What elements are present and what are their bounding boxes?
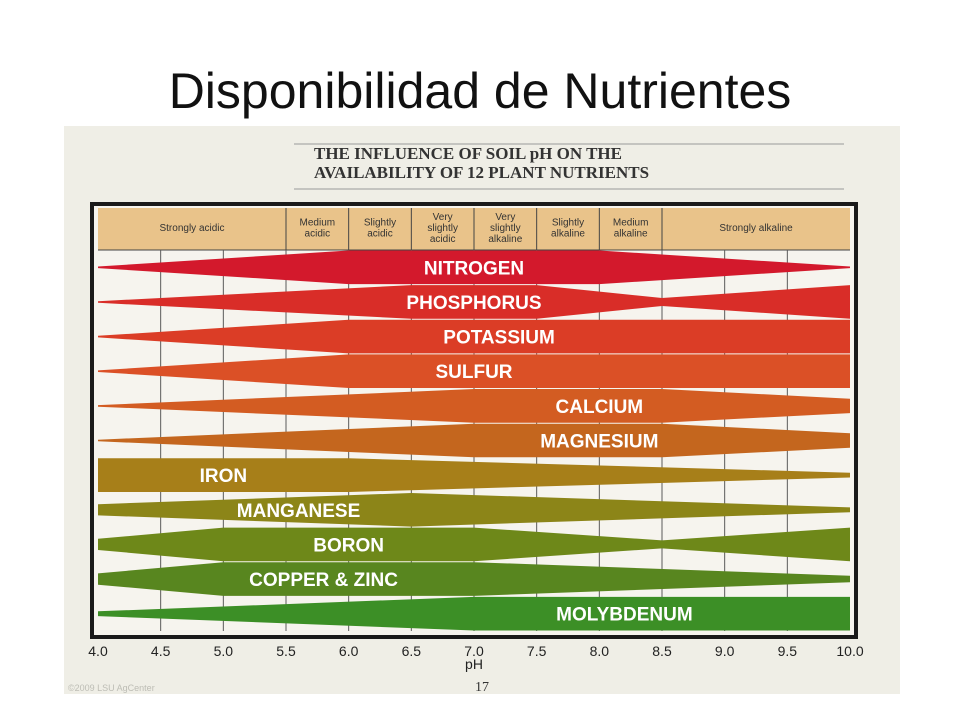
nutrient-label: IRON [200, 466, 248, 487]
nutrient-band [98, 423, 850, 458]
nutrient-label: POTASSIUM [443, 328, 555, 349]
zone-label: Strongly alkaline [719, 223, 793, 234]
zone-label: alkaline [488, 234, 522, 245]
nutrient-label: NITROGEN [424, 258, 524, 279]
zone-label: Slightly [364, 218, 396, 229]
zone-label: slightly [427, 223, 458, 234]
zone-label: Very [495, 212, 515, 223]
x-tick-label: 6.0 [339, 643, 359, 659]
nutrient-label: MAGNESIUM [540, 432, 658, 453]
nutrient-band [98, 389, 850, 423]
zone-label: acidic [305, 229, 331, 240]
x-tick-label: 7.0 [464, 643, 484, 659]
zone-label: alkaline [614, 229, 648, 240]
nutrient-band [98, 354, 850, 388]
credit-text: ©2009 LSU AgCenter [68, 683, 155, 693]
zone-label: acidic [430, 234, 456, 245]
nutrient-band [98, 562, 850, 596]
zone-label: slightly [490, 223, 521, 234]
nutrient-label: PHOSPHORUS [406, 293, 541, 314]
nutrient-availability-chart: THE INFLUENCE OF SOIL pH ON THEAVAILABIL… [68, 143, 864, 694]
zone-label: Strongly acidic [159, 223, 224, 234]
zone-label: Medium [613, 218, 649, 229]
nutrient-label: COPPER & ZINC [249, 570, 398, 591]
x-tick-label: 4.5 [151, 643, 171, 659]
zone-label: Very [433, 212, 453, 223]
nutrient-band [98, 493, 850, 527]
page-number: 17 [475, 680, 489, 694]
nutrient-label: BORON [313, 535, 384, 556]
nutrient-band [98, 527, 850, 562]
x-tick-label: 9.5 [778, 643, 798, 659]
nutrient-band [98, 458, 850, 492]
chart-photo: THE INFLUENCE OF SOIL pH ON THE AVAILABIL… [64, 126, 900, 694]
x-axis-label: pH [465, 656, 483, 672]
x-tick-label: 8.5 [652, 643, 672, 659]
chart-title-line: THE INFLUENCE OF SOIL pH ON THE [314, 144, 622, 163]
zone-label: Medium [300, 218, 336, 229]
nutrient-band [98, 319, 850, 354]
slide-title: Disponibilidad de Nutrientes [168, 63, 792, 119]
zone-label: Slightly [552, 218, 584, 229]
nutrient-band [98, 250, 850, 285]
nutrient-label: CALCIUM [556, 397, 644, 418]
nutrient-band [98, 285, 850, 319]
nutrient-band [98, 596, 850, 631]
x-tick-label: 4.0 [88, 643, 108, 659]
nutrient-label: SULFUR [435, 362, 512, 383]
x-tick-label: 7.5 [527, 643, 547, 659]
x-tick-label: 5.0 [214, 643, 234, 659]
x-tick-label: 5.5 [276, 643, 296, 659]
zone-label: alkaline [551, 229, 585, 240]
x-tick-label: 10.0 [836, 643, 863, 659]
zone-label: acidic [367, 229, 393, 240]
x-tick-label: 9.0 [715, 643, 735, 659]
nutrient-label: MANGANESE [237, 501, 361, 522]
nutrient-label: MOLYBDENUM [556, 605, 693, 626]
x-tick-label: 8.0 [590, 643, 610, 659]
x-tick-label: 6.5 [402, 643, 422, 659]
chart-title-line: AVAILABILITY OF 12 PLANT NUTRIENTS [314, 163, 649, 182]
